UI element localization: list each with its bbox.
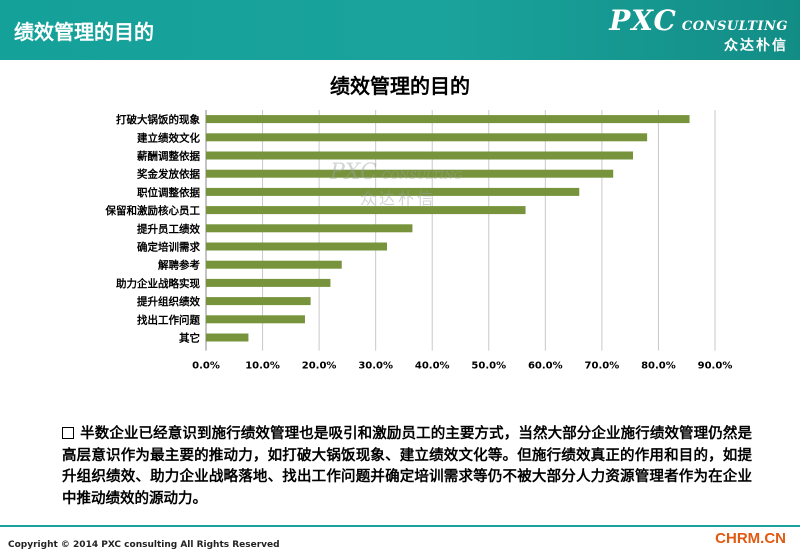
category-label: 职位调整依据 xyxy=(137,186,200,199)
x-tick-label: 30.0% xyxy=(358,361,393,372)
category-label: 建立绩效文化 xyxy=(136,131,200,144)
header-bar: 绩效管理的目的 PXC CONSULTING 众达朴信 xyxy=(0,0,800,60)
bar xyxy=(206,224,413,233)
chart-title: 绩效管理的目的 xyxy=(330,74,470,98)
logo-main-text: PXC xyxy=(609,4,677,37)
category-label: 解聘参考 xyxy=(157,259,200,272)
category-label: 确定培训需求 xyxy=(137,241,200,254)
category-label: 助力企业战略实现 xyxy=(116,277,200,290)
bar xyxy=(206,169,614,178)
category-label: 找出工作问题 xyxy=(137,313,200,326)
bar xyxy=(206,315,305,324)
category-label: 保留和激励核心员工 xyxy=(105,204,201,217)
bullet-square-icon xyxy=(62,427,74,439)
bar xyxy=(206,297,311,306)
x-tick-label: 10.0% xyxy=(245,361,280,372)
x-tick-label: 90.0% xyxy=(698,361,733,372)
header-title: 绩效管理的目的 xyxy=(14,20,154,44)
x-tick-label: 40.0% xyxy=(415,361,450,372)
category-label: 提升组织绩效 xyxy=(137,295,200,308)
logo-chinese-text: 众达朴信 xyxy=(724,38,788,54)
bar-chart: 0.0% 10.0% 20.0% 30.0% 40.0% 50.0% 60.0% 70.0% 8… xyxy=(105,110,733,372)
x-tick-label: 20.0% xyxy=(302,361,337,372)
bar xyxy=(206,260,342,269)
bar xyxy=(206,333,249,342)
pxc-logo: PXC CONSULTING 众达朴信 xyxy=(609,4,788,55)
bar xyxy=(206,187,580,196)
bar xyxy=(206,133,648,142)
x-tick-label: 0.0% xyxy=(192,361,220,372)
logo-sub-text: CONSULTING xyxy=(681,19,788,34)
copyright-text: Copyright © 2014 PXC consulting All Righ… xyxy=(8,540,280,550)
bar xyxy=(206,151,633,160)
bar xyxy=(206,278,331,287)
footer-divider xyxy=(0,525,800,527)
category-label: 提升员工绩效 xyxy=(137,222,200,235)
x-tick-label: 50.0% xyxy=(471,361,506,372)
site-logo-text: CHRM.CN xyxy=(715,530,786,547)
summary-paragraph: 半数企业已经意识到施行绩效管理也是吸引和激励员工的主要方式，当然大部分企业施行绩… xyxy=(62,424,752,510)
bar xyxy=(206,115,690,124)
bar xyxy=(206,206,526,215)
summary-text: 半数企业已经意识到施行绩效管理也是吸引和激励员工的主要方式，当然大部分企业施行绩… xyxy=(62,426,752,507)
category-label: 薪酬调整依据 xyxy=(137,150,200,163)
category-label: 奖金发放依据 xyxy=(137,168,200,181)
category-label: 打破大锅饭的现象 xyxy=(116,113,200,126)
bar xyxy=(206,242,387,251)
x-tick-label: 70.0% xyxy=(585,361,620,372)
x-tick-label: 60.0% xyxy=(528,361,563,372)
category-label: 其它 xyxy=(179,332,200,345)
x-tick-label: 80.0% xyxy=(641,361,676,372)
